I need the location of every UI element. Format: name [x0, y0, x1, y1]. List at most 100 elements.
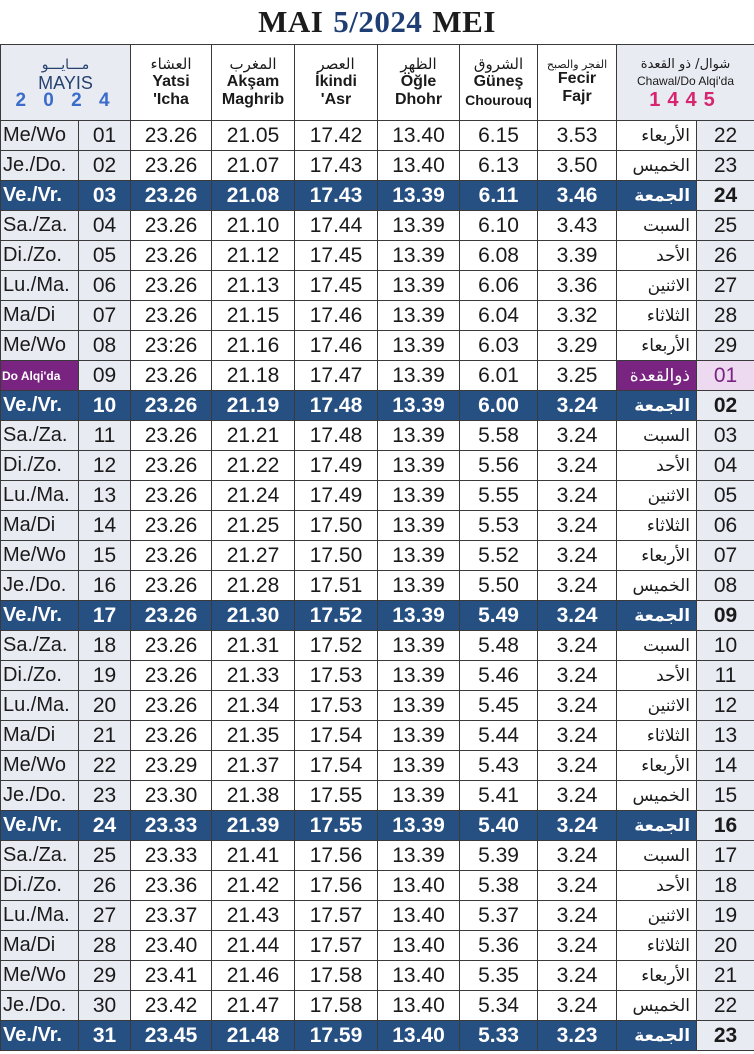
- fajr-cell: 3.24: [537, 510, 618, 541]
- asr-cell: 17.46: [294, 330, 379, 361]
- dhuhr-cell: 13.39: [377, 360, 461, 391]
- fajr-cell: 3.24: [537, 480, 618, 511]
- maghrib-cell: 21.30: [211, 600, 296, 631]
- isha-cell: 23.26: [130, 540, 213, 571]
- arabic-day-cell: الأربعاء: [616, 960, 698, 991]
- hijri-date-cell: 08: [696, 570, 754, 601]
- sunrise-cell: 6.10: [459, 210, 539, 241]
- day-cell: Di./Zo.: [0, 660, 79, 691]
- isha-cell: 23.26: [130, 480, 213, 511]
- dhuhr-cell: 13.40: [377, 150, 461, 181]
- date-cell: 10: [77, 390, 132, 421]
- date-cell: 14: [77, 510, 132, 541]
- asr-cell: 17.56: [294, 870, 379, 901]
- day-cell: Ma/Di: [0, 930, 79, 961]
- hijri-date-cell: 28: [696, 300, 754, 331]
- isha-cell: 23.36: [130, 870, 213, 901]
- dhuhr-cell: 13.39: [377, 630, 461, 661]
- hijri-date-cell: 15: [696, 780, 754, 811]
- date-cell: 16: [77, 570, 132, 601]
- dhuhr-cell: 13.40: [377, 990, 461, 1021]
- hijri-date-cell: 04: [696, 450, 754, 481]
- arabic-day-cell: الأربعاء: [616, 120, 698, 151]
- date-cell: 07: [77, 300, 132, 331]
- maghrib-cell: 21.13: [211, 270, 296, 301]
- fajr-cell: 3.24: [537, 540, 618, 571]
- maghrib-cell: 21.38: [211, 780, 296, 811]
- isha-header: العشاء Yatsi 'Icha: [130, 44, 213, 121]
- maghrib-cell: 21.07: [211, 150, 296, 181]
- table-row: Me/Wo 29 23.41 21.46 17.58 13.40 5.35 3.24 الأرب…: [0, 960, 754, 991]
- day-cell: Ma/Di: [0, 510, 79, 541]
- hijri-date-cell: 16: [696, 810, 754, 841]
- dhuhr-cell: 13.39: [377, 210, 461, 241]
- hijri-date-cell: 27: [696, 270, 754, 301]
- asr-cell: 17.43: [294, 150, 379, 181]
- asr-cell: 17.45: [294, 240, 379, 271]
- isha-cell: 23.26: [130, 690, 213, 721]
- asr-cell: 17.56: [294, 840, 379, 871]
- table-row: Di./Zo. 19 23.26 21.33 17.53 13.39 5.46 3.24 الأ…: [0, 660, 754, 691]
- table-row: Je./Do. 16 23.26 21.28 17.51 13.39 5.50 3.24 الخ…: [0, 570, 754, 601]
- dhuhr-cell: 13.39: [377, 720, 461, 751]
- date-cell: 24: [77, 810, 132, 841]
- sunrise-cell: 5.37: [459, 900, 539, 931]
- sunrise-cell: 6.15: [459, 120, 539, 151]
- fajr-cell: 3.24: [537, 630, 618, 661]
- hijri-date-cell: 22: [696, 120, 754, 151]
- sunrise-cell: 5.33: [459, 1020, 539, 1051]
- asr-cell: 17.46: [294, 300, 379, 331]
- arabic-day-cell: الخميس: [616, 780, 698, 811]
- asr-cell: 17.54: [294, 750, 379, 781]
- fajr-cell: 3.24: [537, 570, 618, 601]
- date-cell: 15: [77, 540, 132, 571]
- table-row: Sa./Za. 11 23.26 21.21 17.48 13.39 5.58 3.24 الس…: [0, 420, 754, 451]
- sunrise-cell: 6.01: [459, 360, 539, 391]
- fajr-cell: 3.24: [537, 930, 618, 961]
- arabic-day-cell: الثلاثاء: [616, 510, 698, 541]
- arabic-day-cell: السبت: [616, 420, 698, 451]
- table-row: Me/Wo 01 23.26 21.05 17.42 13.40 6.15 3.53 الأرب…: [0, 120, 754, 151]
- day-cell: Me/Wo: [0, 750, 79, 781]
- sunrise-cell: 5.49: [459, 600, 539, 631]
- sunrise-cell: 5.35: [459, 960, 539, 991]
- hijri-date-cell: 07: [696, 540, 754, 571]
- date-cell: 03: [77, 180, 132, 211]
- day-cell: Ve./Vr.: [0, 390, 79, 421]
- fajr-cell: 3.24: [537, 960, 618, 991]
- fajr-cell: 3.24: [537, 660, 618, 691]
- table-row: Lu./Ma. 13 23.26 21.24 17.49 13.39 5.55 3.24 الا…: [0, 480, 754, 511]
- arabic-day-cell: الأحد: [616, 870, 698, 901]
- fajr-header: الفجر والصبح Fecir Fajr: [537, 44, 618, 121]
- asr-cell: 17.57: [294, 930, 379, 961]
- maghrib-cell: 21.47: [211, 990, 296, 1021]
- isha-cell: 23.40: [130, 930, 213, 961]
- asr-cell: 17.49: [294, 480, 379, 511]
- asr-cell: 17.48: [294, 420, 379, 451]
- dhuhr-cell: 13.39: [377, 390, 461, 421]
- hijri-date-cell: 25: [696, 210, 754, 241]
- maghrib-cell: 21.33: [211, 660, 296, 691]
- hijri-date-cell: 18: [696, 870, 754, 901]
- arabic-day-cell: الثلاثاء: [616, 930, 698, 961]
- table-row: Ve./Vr. 31 23.45 21.48 17.59 13.40 5.33 3.23 الج…: [0, 1020, 754, 1051]
- dhuhr-cell: 13.40: [377, 870, 461, 901]
- date-cell: 20: [77, 690, 132, 721]
- maghrib-cell: 21.08: [211, 180, 296, 211]
- isha-cell: 23.26: [130, 210, 213, 241]
- date-cell: 04: [77, 210, 132, 241]
- fajr-cell: 3.24: [537, 450, 618, 481]
- sunrise-cell: 5.34: [459, 990, 539, 1021]
- asr-cell: 17.55: [294, 810, 379, 841]
- table-row: Ma/Di 14 23.26 21.25 17.50 13.39 5.53 3.24 الثلا…: [0, 510, 754, 541]
- isha-cell: 23.33: [130, 840, 213, 871]
- arabic-day-cell: السبت: [616, 840, 698, 871]
- header-row: مـــايـــو MAYIS 2 0 2 4 العشاء Yatsi 'I…: [0, 44, 754, 121]
- date-cell: 01: [77, 120, 132, 151]
- title-number: 5/2024: [333, 4, 423, 39]
- maghrib-cell: 21.16: [211, 330, 296, 361]
- isha-cell: 23.41: [130, 960, 213, 991]
- hijri-date-cell: 24: [696, 180, 754, 211]
- day-cell: Sa./Za.: [0, 840, 79, 871]
- date-cell: 30: [77, 990, 132, 1021]
